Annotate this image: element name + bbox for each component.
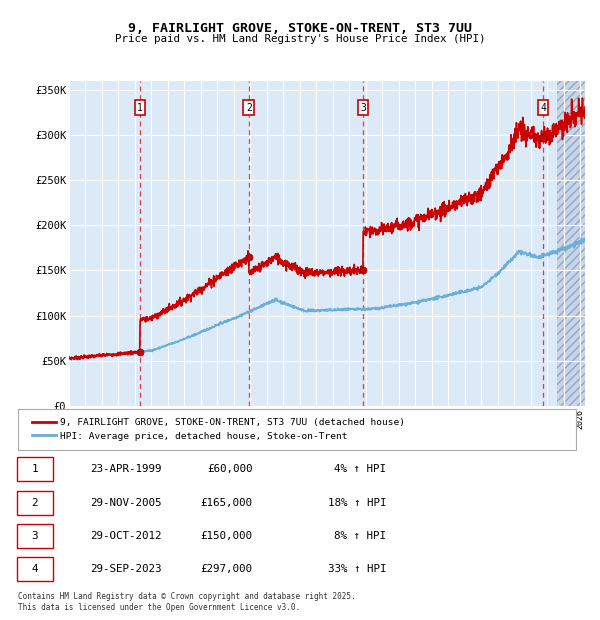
Text: £165,000: £165,000 [200,498,253,508]
Text: 4% ↑ HPI: 4% ↑ HPI [334,464,386,474]
Text: 2: 2 [246,103,252,113]
FancyBboxPatch shape [17,524,53,548]
Text: 29-SEP-2023: 29-SEP-2023 [91,564,162,574]
Text: 4: 4 [31,564,38,574]
FancyBboxPatch shape [17,458,53,481]
Text: 23-APR-1999: 23-APR-1999 [91,464,162,474]
Text: 3: 3 [360,103,366,113]
Text: 2: 2 [31,498,38,508]
Text: 4: 4 [540,103,546,113]
Text: 1: 1 [31,464,38,474]
Text: 8% ↑ HPI: 8% ↑ HPI [334,531,386,541]
Text: 29-OCT-2012: 29-OCT-2012 [91,531,162,541]
Text: Price paid vs. HM Land Registry's House Price Index (HPI): Price paid vs. HM Land Registry's House … [115,34,485,44]
Bar [557,81,585,406]
Text: 29-NOV-2005: 29-NOV-2005 [91,498,162,508]
Text: Contains HM Land Registry data © Crown copyright and database right 2025.
This d: Contains HM Land Registry data © Crown c… [18,592,356,611]
Text: 9, FAIRLIGHT GROVE, STOKE-ON-TRENT, ST3 7UU: 9, FAIRLIGHT GROVE, STOKE-ON-TRENT, ST3 … [128,22,472,35]
FancyBboxPatch shape [17,557,53,581]
Text: 3: 3 [31,531,38,541]
Bar [557,81,585,406]
Legend: 9, FAIRLIGHT GROVE, STOKE-ON-TRENT, ST3 7UU (detached house), HPI: Average price: 9, FAIRLIGHT GROVE, STOKE-ON-TRENT, ST3 … [28,414,409,445]
Text: 33% ↑ HPI: 33% ↑ HPI [328,564,386,574]
Text: £297,000: £297,000 [200,564,253,574]
Text: £150,000: £150,000 [200,531,253,541]
FancyBboxPatch shape [17,490,53,515]
Text: 1: 1 [137,103,143,113]
FancyBboxPatch shape [18,409,576,450]
Text: £60,000: £60,000 [207,464,253,474]
Text: 18% ↑ HPI: 18% ↑ HPI [328,498,386,508]
